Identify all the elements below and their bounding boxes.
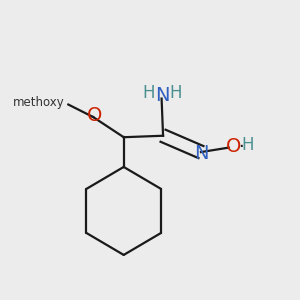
Text: O: O xyxy=(87,106,102,125)
Text: O: O xyxy=(226,136,241,156)
Text: ·: · xyxy=(238,138,244,156)
Text: N: N xyxy=(155,85,170,104)
Text: methoxy: methoxy xyxy=(13,96,65,109)
Text: H: H xyxy=(241,136,254,154)
Text: H: H xyxy=(169,84,182,102)
Text: H: H xyxy=(142,84,155,102)
Text: N: N xyxy=(194,144,209,163)
